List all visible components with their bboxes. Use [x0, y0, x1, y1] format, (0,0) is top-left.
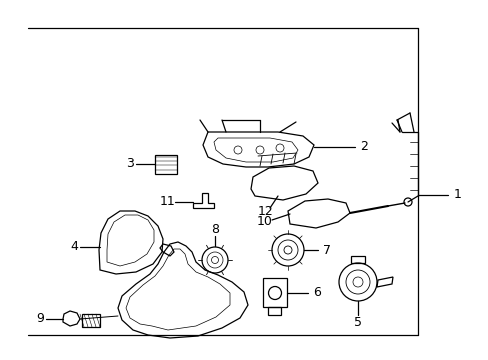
Text: 5: 5: [353, 315, 361, 328]
Text: 11: 11: [160, 195, 176, 208]
Text: 1: 1: [453, 189, 461, 202]
Text: 10: 10: [257, 216, 272, 229]
Text: 7: 7: [323, 243, 330, 256]
Text: 9: 9: [36, 312, 44, 325]
Text: 4: 4: [70, 240, 78, 253]
Text: 8: 8: [210, 224, 219, 237]
Text: 2: 2: [359, 140, 367, 153]
Text: 6: 6: [312, 287, 320, 300]
Text: 12: 12: [258, 206, 273, 219]
Text: 3: 3: [126, 157, 134, 171]
